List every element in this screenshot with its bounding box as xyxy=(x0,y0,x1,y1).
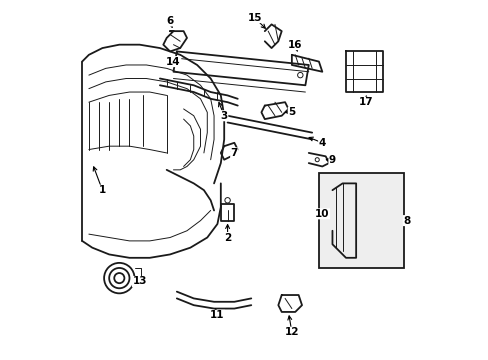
Text: 8: 8 xyxy=(403,216,409,226)
Text: 7: 7 xyxy=(230,148,238,158)
Text: 10: 10 xyxy=(314,209,329,219)
Bar xyxy=(318,173,403,268)
Text: 16: 16 xyxy=(287,40,302,50)
Text: 3: 3 xyxy=(220,111,227,121)
Text: 14: 14 xyxy=(166,57,181,67)
Text: 15: 15 xyxy=(247,13,262,23)
Text: 1: 1 xyxy=(99,185,106,195)
Text: 4: 4 xyxy=(318,138,325,148)
Text: 13: 13 xyxy=(132,276,146,287)
Text: 2: 2 xyxy=(224,233,231,243)
Text: 5: 5 xyxy=(287,107,295,117)
Text: 17: 17 xyxy=(358,97,373,107)
Text: 6: 6 xyxy=(166,16,173,26)
Text: 11: 11 xyxy=(210,310,224,320)
Text: 12: 12 xyxy=(284,327,299,337)
Text: 9: 9 xyxy=(328,155,335,165)
